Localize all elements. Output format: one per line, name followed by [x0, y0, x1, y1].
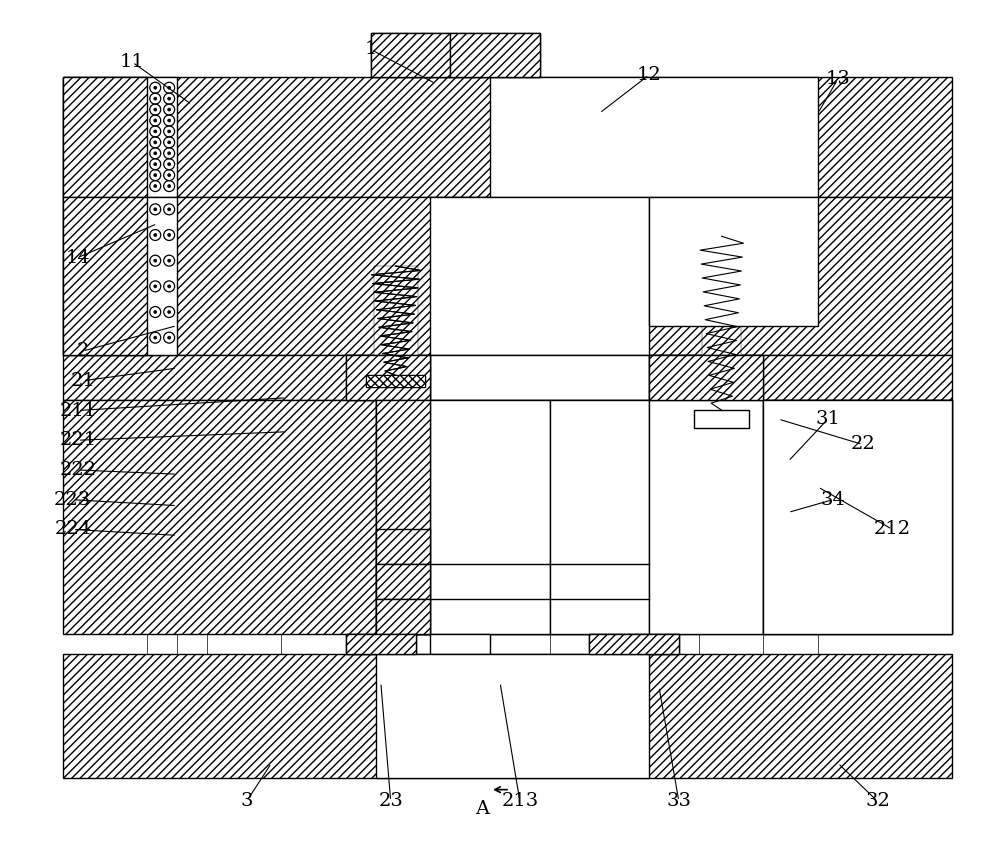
Bar — [63, 400, 952, 634]
Bar — [346, 356, 430, 400]
Circle shape — [168, 162, 171, 166]
Text: 212: 212 — [874, 521, 911, 539]
Text: 211: 211 — [59, 402, 96, 420]
Text: A: A — [475, 799, 489, 817]
Bar — [371, 32, 450, 77]
Bar — [376, 564, 430, 598]
Circle shape — [154, 86, 157, 89]
Circle shape — [154, 310, 157, 314]
Circle shape — [154, 130, 157, 133]
Bar — [430, 634, 490, 653]
Circle shape — [154, 185, 157, 187]
Circle shape — [168, 259, 171, 262]
Bar — [63, 197, 177, 356]
Text: 224: 224 — [54, 521, 91, 539]
Text: 3: 3 — [240, 793, 253, 811]
Text: 12: 12 — [637, 66, 661, 84]
Bar — [374, 266, 418, 375]
Circle shape — [154, 119, 157, 122]
Circle shape — [154, 233, 157, 237]
Bar — [430, 356, 649, 400]
Circle shape — [168, 119, 171, 122]
Bar — [589, 634, 679, 653]
Text: 213: 213 — [501, 793, 538, 811]
Bar — [63, 77, 147, 197]
Circle shape — [168, 141, 171, 144]
Bar — [63, 653, 952, 778]
Circle shape — [168, 130, 171, 133]
Bar — [649, 356, 763, 400]
Circle shape — [154, 141, 157, 144]
Bar — [346, 356, 430, 400]
Bar — [450, 32, 540, 77]
Bar — [763, 400, 952, 634]
Circle shape — [154, 174, 157, 177]
Text: 223: 223 — [54, 491, 91, 509]
Bar — [430, 197, 649, 356]
Circle shape — [154, 336, 157, 339]
Bar — [63, 77, 952, 197]
Text: 14: 14 — [65, 249, 90, 267]
Circle shape — [168, 108, 171, 111]
Bar — [63, 77, 177, 197]
Bar — [63, 197, 147, 356]
Bar — [371, 32, 540, 77]
Circle shape — [154, 162, 157, 166]
Bar — [649, 400, 763, 634]
Bar — [763, 400, 952, 634]
Bar — [550, 400, 649, 634]
Bar — [589, 634, 679, 653]
Circle shape — [168, 233, 171, 237]
Bar — [376, 598, 430, 634]
Bar — [376, 400, 430, 634]
Bar — [376, 653, 649, 778]
Circle shape — [168, 208, 171, 211]
Circle shape — [154, 97, 157, 100]
Text: 21: 21 — [70, 372, 95, 390]
Text: 31: 31 — [815, 410, 840, 428]
Bar — [63, 197, 952, 356]
Bar — [346, 634, 416, 653]
Bar — [376, 529, 430, 564]
Circle shape — [168, 152, 171, 155]
Text: 222: 222 — [59, 461, 96, 479]
Bar — [649, 356, 763, 400]
Text: 34: 34 — [820, 491, 845, 509]
Text: 221: 221 — [59, 431, 96, 449]
Circle shape — [154, 108, 157, 111]
Circle shape — [154, 208, 157, 211]
Circle shape — [168, 285, 171, 288]
Text: 11: 11 — [120, 53, 145, 71]
Circle shape — [168, 185, 171, 187]
Bar — [490, 77, 818, 197]
Circle shape — [168, 97, 171, 100]
Circle shape — [154, 285, 157, 288]
Bar — [366, 375, 425, 387]
Bar — [430, 400, 550, 634]
Bar — [702, 236, 741, 410]
Text: 22: 22 — [850, 435, 875, 453]
Text: A: A — [475, 38, 489, 56]
Bar — [63, 356, 952, 400]
Text: 2: 2 — [77, 342, 89, 360]
Circle shape — [168, 336, 171, 339]
Text: 23: 23 — [378, 793, 403, 811]
Circle shape — [154, 152, 157, 155]
Text: 1: 1 — [365, 40, 377, 58]
Circle shape — [154, 259, 157, 262]
Circle shape — [168, 310, 171, 314]
Bar — [694, 410, 749, 428]
Bar — [649, 197, 818, 326]
Bar — [346, 634, 416, 653]
Bar — [376, 400, 430, 634]
Text: 33: 33 — [666, 793, 691, 811]
Text: 32: 32 — [865, 793, 890, 811]
Circle shape — [168, 86, 171, 89]
Bar — [376, 400, 649, 634]
Circle shape — [168, 174, 171, 177]
Bar — [366, 375, 425, 387]
Text: 13: 13 — [825, 70, 850, 88]
